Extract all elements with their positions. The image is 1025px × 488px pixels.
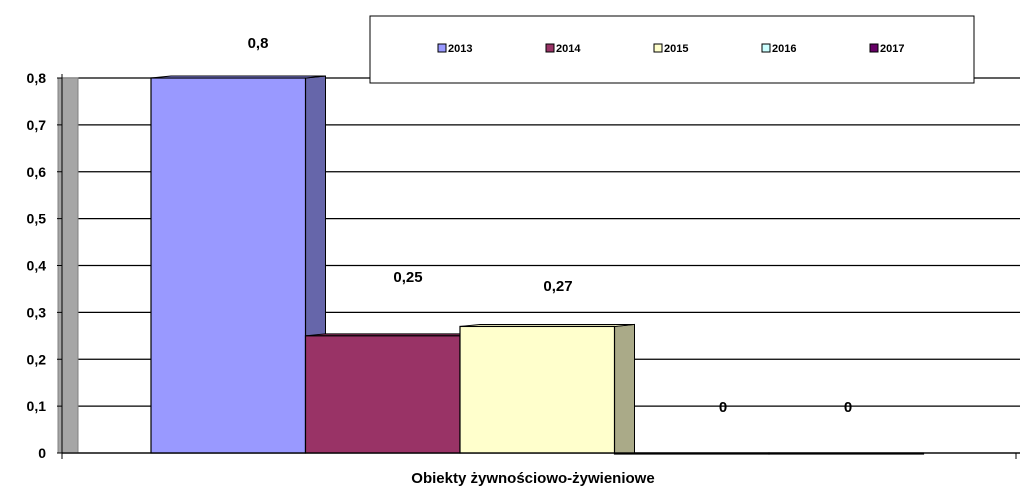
- bar-2014: [304, 335, 461, 454]
- y-tick-label: 0,6: [27, 164, 47, 180]
- y-tick-label: 0,8: [27, 70, 47, 86]
- legend-label-2013: 2013: [448, 43, 472, 55]
- legend-label-2015: 2015: [664, 43, 688, 55]
- legend-label-2016: 2016: [772, 43, 796, 55]
- data-label-2015: 0,27: [543, 278, 572, 295]
- y-tick-label: 0: [38, 445, 46, 461]
- data-label-2013: 0,8: [248, 35, 269, 52]
- data-labels: 0,8 0,25 0,27 0 0: [248, 35, 853, 416]
- data-label-2016: 0: [719, 399, 727, 416]
- bar-side-2015: [614, 323, 635, 454]
- legend-swatch-2017: [869, 43, 879, 53]
- bar-2013: [150, 77, 307, 454]
- y-tick-label: 0,7: [27, 117, 47, 133]
- y-tick-label: 0,2: [27, 351, 47, 367]
- y-tick-label: 0,1: [27, 398, 47, 414]
- data-label-2014: 0,25: [393, 269, 422, 286]
- legend-label-2014: 2014: [556, 43, 581, 55]
- legend-swatch-2015: [653, 43, 663, 53]
- y-tick-label: 0,3: [27, 304, 47, 320]
- x-axis-title: Obiekty żywnościowo-żywieniowe: [411, 470, 654, 487]
- legend-swatch-2016: [761, 43, 771, 53]
- data-label-2017: 0: [844, 399, 852, 416]
- y-tick-label: 0,4: [27, 258, 47, 274]
- bars: [150, 75, 925, 455]
- bar-2015: [459, 325, 616, 454]
- y-axis: 0 0,1 0,2 0,3 0,4 0,5 0,6 0,7 0,8: [27, 70, 63, 461]
- legend-swatch-2014: [545, 43, 555, 53]
- legend-swatch-2013: [437, 43, 447, 53]
- y-tick-label: 0,5: [27, 211, 47, 227]
- legend: 2013 2014 2015 2016 2017: [369, 15, 975, 84]
- legend-label-2017: 2017: [880, 43, 904, 55]
- x-axis: Obiekty żywnościowo-żywieniowe: [61, 452, 1020, 487]
